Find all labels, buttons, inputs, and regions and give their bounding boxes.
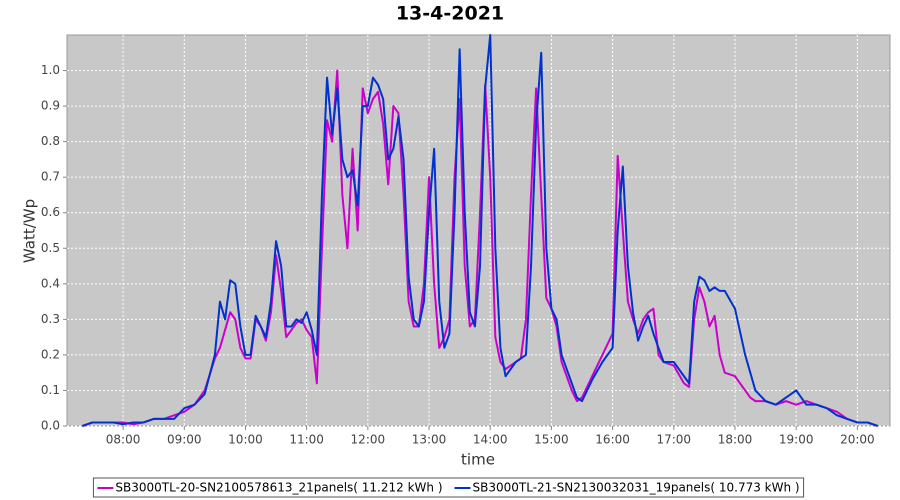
y-tick-label: 0.2 <box>41 347 60 361</box>
x-tick-label: 10:00 <box>228 433 263 447</box>
y-tick-label: 0.0 <box>41 419 60 433</box>
x-tick-label: 19:00 <box>779 433 814 447</box>
x-tick-label: 17:00 <box>656 433 691 447</box>
x-tick-label: 09:00 <box>167 433 202 447</box>
y-tick-label: 0.5 <box>41 241 60 255</box>
legend-label: SB3000TL-21-SN2130032031_19panels( 10.77… <box>473 481 800 495</box>
x-tick-label: 12:00 <box>351 433 386 447</box>
x-axis-label: time <box>461 451 495 469</box>
y-tick-label: 0.7 <box>41 170 60 184</box>
x-tick-label: 13:00 <box>412 433 447 447</box>
y-tick-label: 1.0 <box>41 63 60 77</box>
x-tick-label: 18:00 <box>718 433 753 447</box>
y-tick-label: 0.1 <box>41 383 60 397</box>
y-tick-label: 0.4 <box>41 276 60 290</box>
series-line <box>81 34 879 427</box>
x-tick-label: 14:00 <box>473 433 508 447</box>
legend: SB3000TL-20-SN2100578613_21panels( 11.21… <box>92 477 805 498</box>
x-tick-label: 15:00 <box>534 433 569 447</box>
legend-label: SB3000TL-20-SN2100578613_21panels( 11.21… <box>115 481 442 495</box>
y-tick-label: 0.6 <box>41 205 60 219</box>
y-tick-label: 0.8 <box>41 134 60 148</box>
x-tick-label: 08:00 <box>106 433 141 447</box>
x-tick-label: 16:00 <box>595 433 630 447</box>
legend-box <box>92 477 805 498</box>
chart-title: 13-4-2021 <box>396 3 504 25</box>
y-tick-label: 0.3 <box>41 312 60 326</box>
y-tick-label: 0.9 <box>41 99 60 113</box>
x-tick-label: 11:00 <box>289 433 324 447</box>
y-axis-label: Watt/Wp <box>21 199 39 263</box>
x-tick-label: 20:00 <box>840 433 875 447</box>
